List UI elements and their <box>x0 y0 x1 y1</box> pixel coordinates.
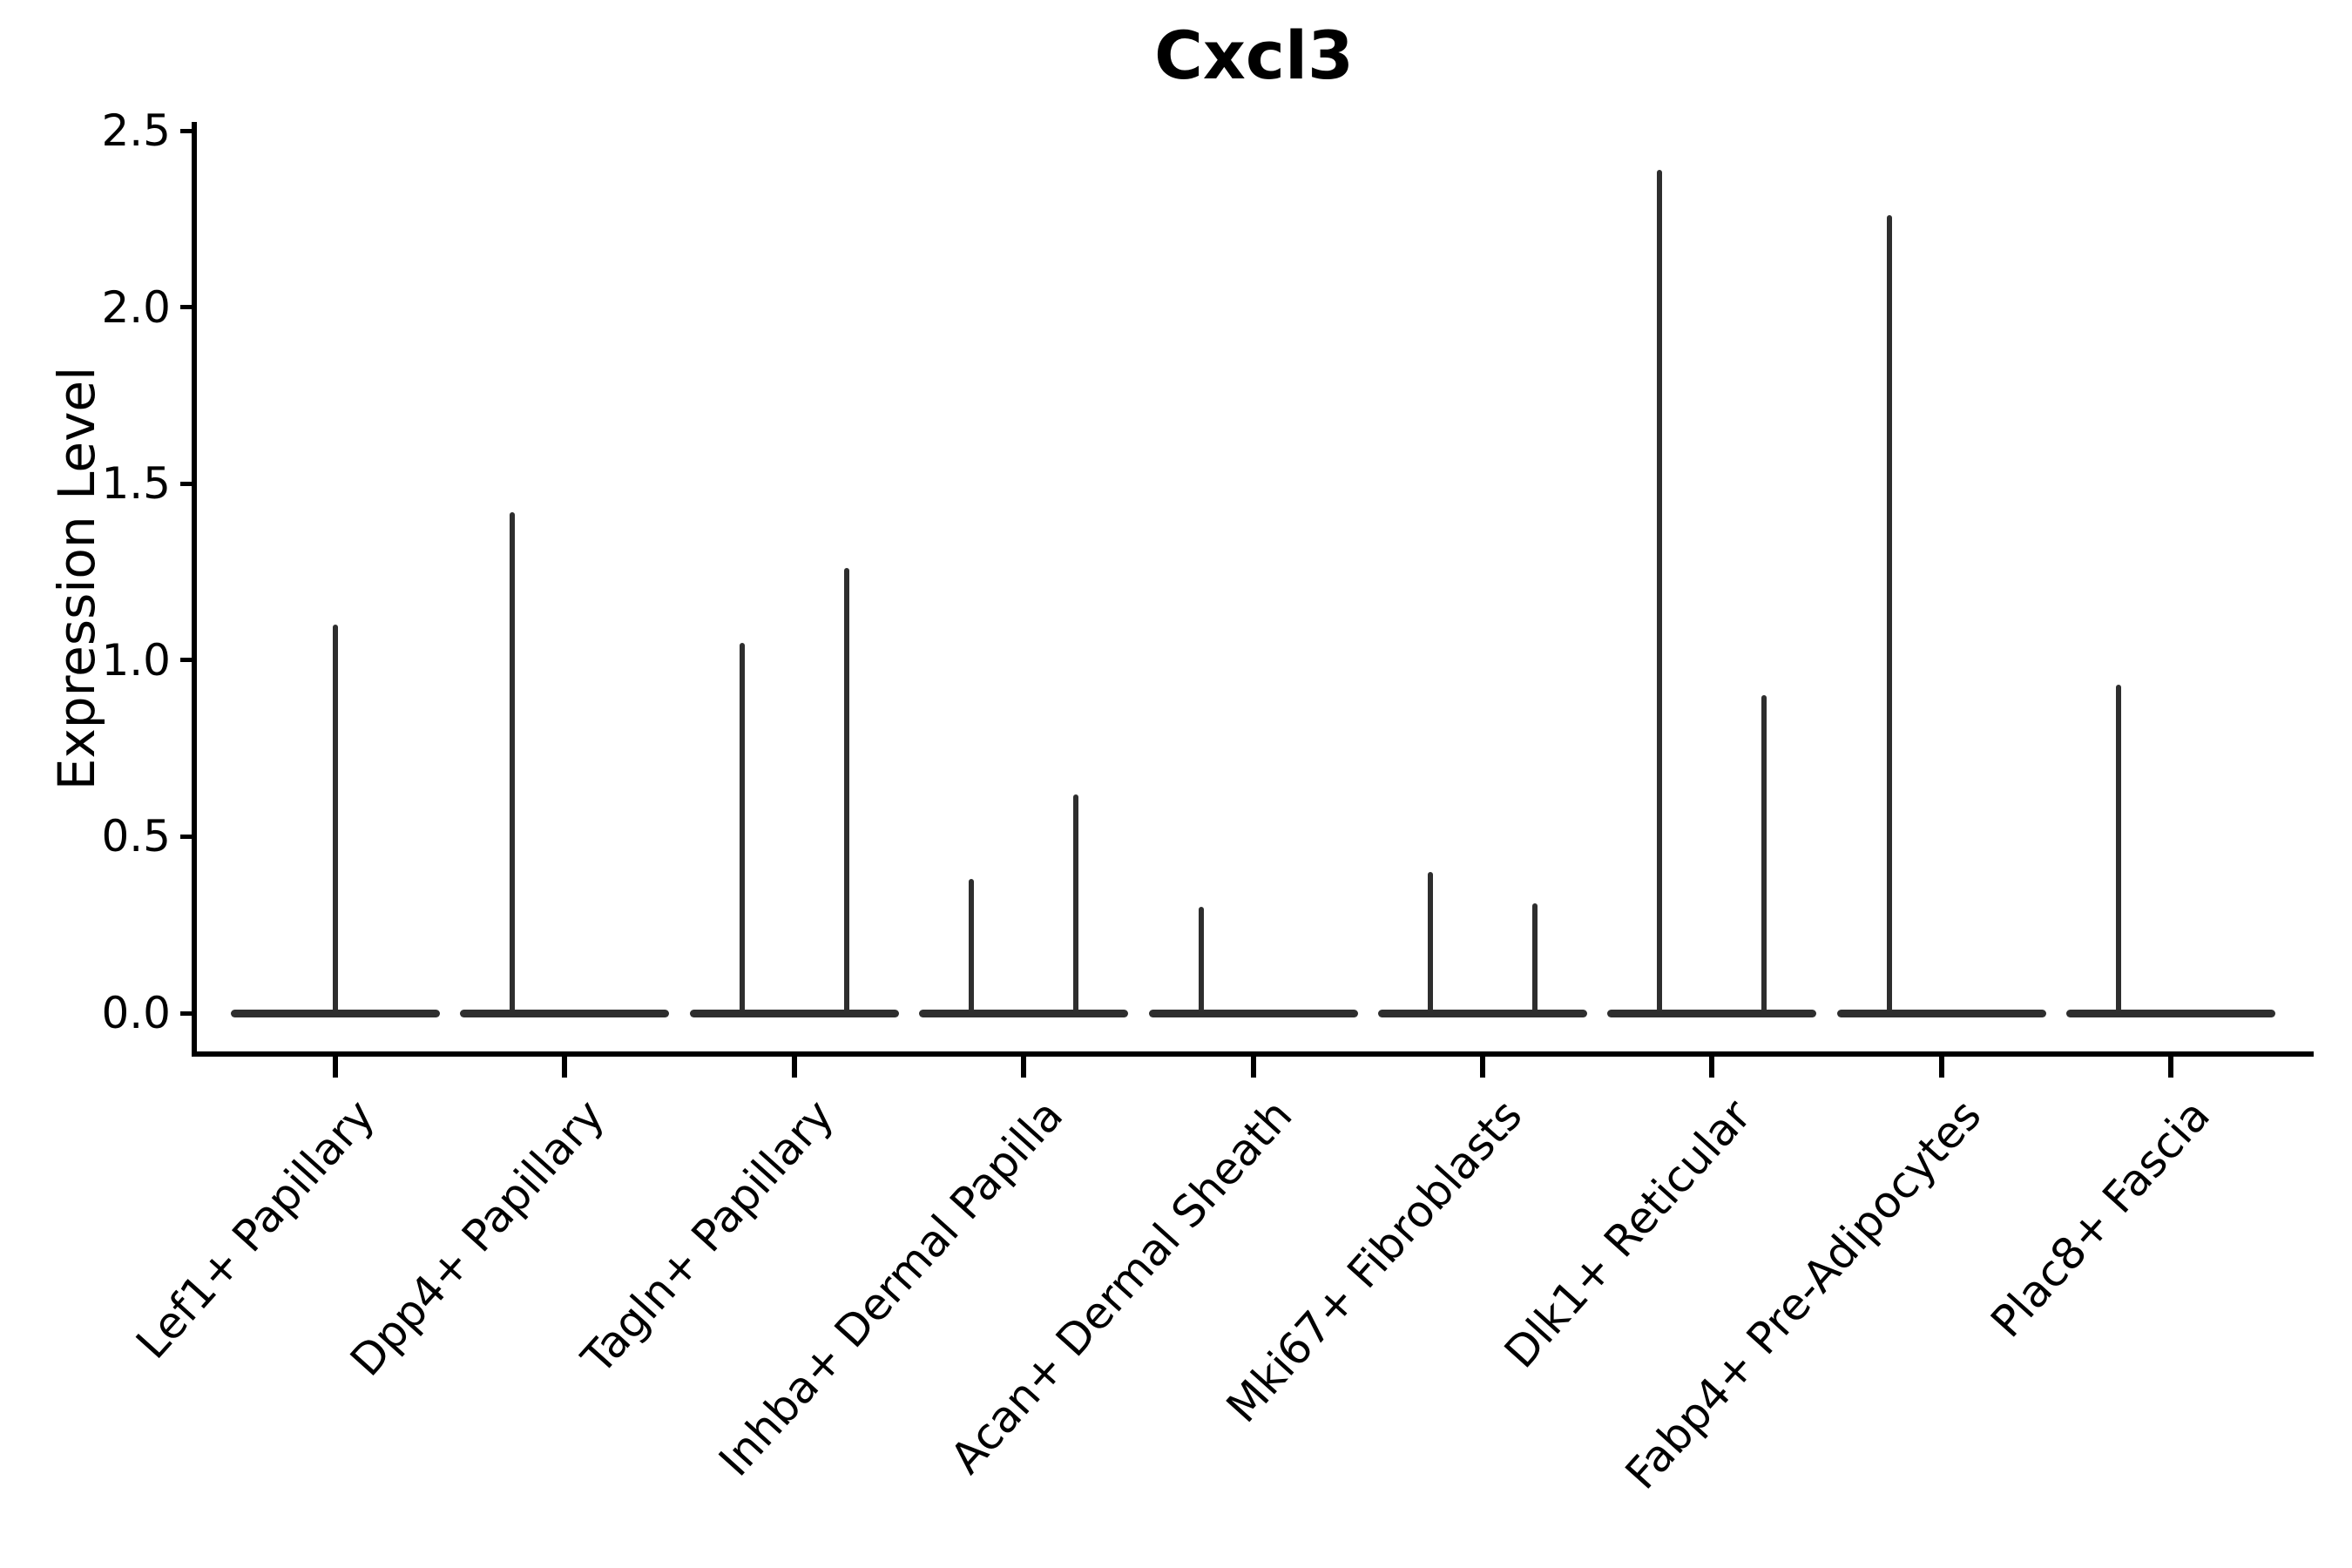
violin-baseline <box>231 1009 440 1017</box>
x-tick-label: Lef1+ Papillary <box>126 1090 385 1369</box>
y-tick-mark <box>180 305 194 310</box>
x-tick-mark <box>791 1057 797 1078</box>
violin-spike <box>969 879 975 1017</box>
violin-baseline <box>2066 1009 2275 1017</box>
x-tick-mark <box>1938 1057 1944 1078</box>
x-tick-mark <box>1021 1057 1027 1078</box>
violin-baseline <box>460 1009 670 1017</box>
x-tick-mark <box>2168 1057 2173 1078</box>
y-tick-mark <box>180 481 194 486</box>
x-tick-mark <box>1250 1057 1256 1078</box>
x-tick-label: Dpp4+ Papillary <box>341 1090 614 1386</box>
y-axis-label: Expression Level <box>47 366 106 791</box>
violin-spike <box>2116 685 2121 1017</box>
x-tick-label: Dlk1+ Reticular <box>1495 1090 1761 1378</box>
chart-title: Cxcl3 <box>1154 17 1354 94</box>
violin-spike <box>739 642 745 1017</box>
x-tick-label: Plac8+ Fascia <box>1981 1090 2220 1348</box>
y-tick-label: 1.5 <box>101 458 171 510</box>
violin-spike <box>1073 794 1079 1017</box>
y-tick-label: 2.0 <box>101 281 171 333</box>
violin-spike <box>1886 215 1892 1017</box>
y-tick-mark <box>180 1010 194 1016</box>
violin-spike <box>510 511 516 1017</box>
violin-baseline <box>1836 1009 2046 1017</box>
violin-spike <box>1531 903 1538 1017</box>
x-tick-label: Tagln+ Papillary <box>571 1090 844 1383</box>
x-tick-mark <box>1479 1057 1485 1078</box>
violin-spike <box>333 625 338 1017</box>
x-axis-spine <box>192 1051 2314 1057</box>
violin-spike <box>1427 871 1433 1017</box>
violin-baseline <box>919 1009 1129 1017</box>
violin-baseline <box>1148 1009 1358 1017</box>
y-tick-label: 2.5 <box>101 105 171 156</box>
y-tick-mark <box>180 834 194 839</box>
x-tick-mark <box>562 1057 568 1078</box>
violin-baseline <box>1377 1009 1587 1017</box>
y-tick-label: 0.5 <box>101 811 171 862</box>
y-tick-mark <box>180 128 194 133</box>
x-tick-mark <box>1709 1057 1715 1078</box>
violin-spike <box>1198 907 1204 1017</box>
violin-baseline <box>689 1009 899 1017</box>
violin-spike <box>1657 169 1663 1017</box>
x-tick-mark <box>333 1057 338 1078</box>
y-tick-label: 0.0 <box>101 988 171 1038</box>
violin-spike <box>1761 695 1767 1017</box>
violin-baseline <box>1607 1009 1817 1017</box>
y-tick-label: 1.0 <box>101 634 171 686</box>
y-tick-mark <box>180 658 194 663</box>
violin-spike <box>843 568 849 1017</box>
y-axis-spine <box>192 122 197 1057</box>
